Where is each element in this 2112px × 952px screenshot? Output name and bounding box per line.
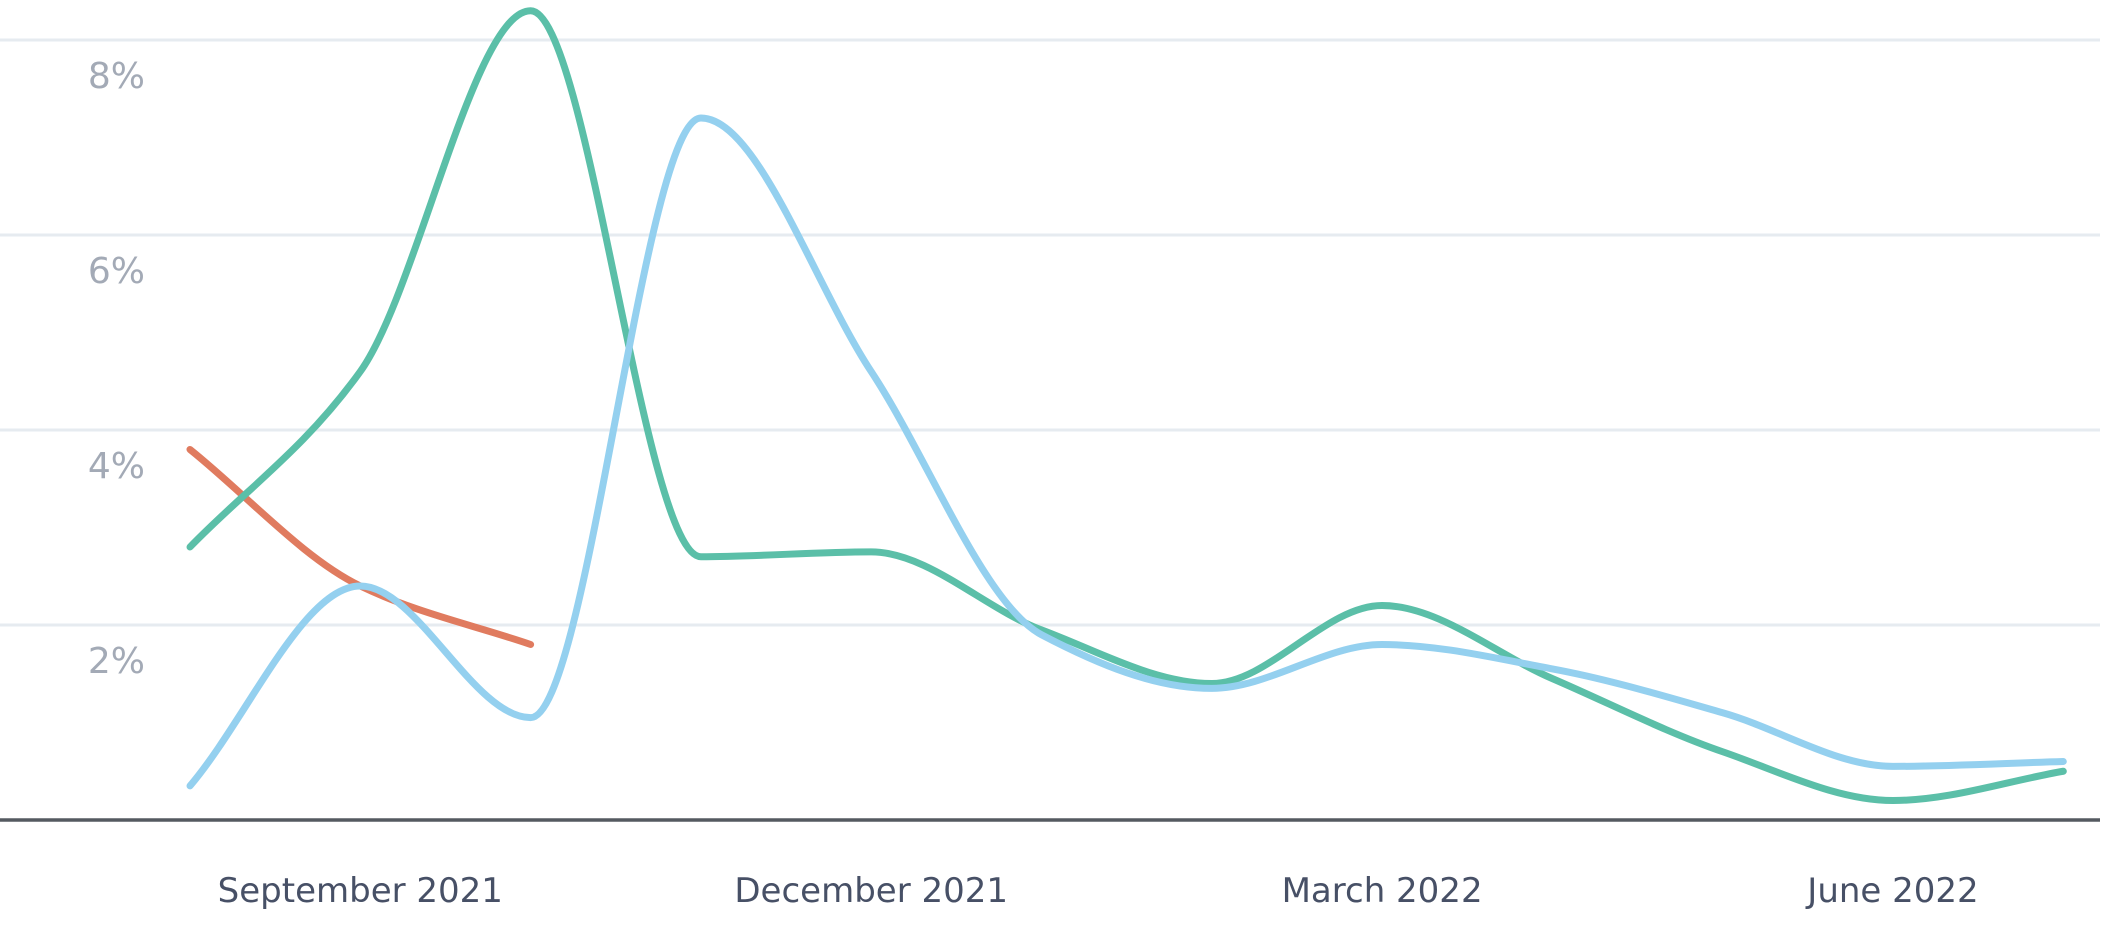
x-tick-label: September 2021: [218, 871, 503, 911]
gridlines: [0, 38, 2100, 627]
x-tick-label: June 2022: [1805, 871, 1978, 911]
series-line-3: [186, 114, 2067, 790]
x-tick-label: December 2021: [734, 871, 1008, 911]
y-tick-label: 4%: [88, 446, 145, 487]
y-tick-label: 8%: [88, 56, 145, 97]
x-axis-ticks: September 2021 December 2021 March 2022 Jun…: [218, 871, 1979, 911]
y-tick-label: 6%: [88, 251, 145, 292]
series-line-1: [186, 446, 535, 648]
y-tick-label: 2%: [88, 641, 145, 682]
y-axis-ticks: 2% 4% 6% 8%: [88, 56, 145, 682]
series-lines: [186, 7, 2067, 804]
x-tick-label: March 2022: [1282, 871, 1483, 911]
